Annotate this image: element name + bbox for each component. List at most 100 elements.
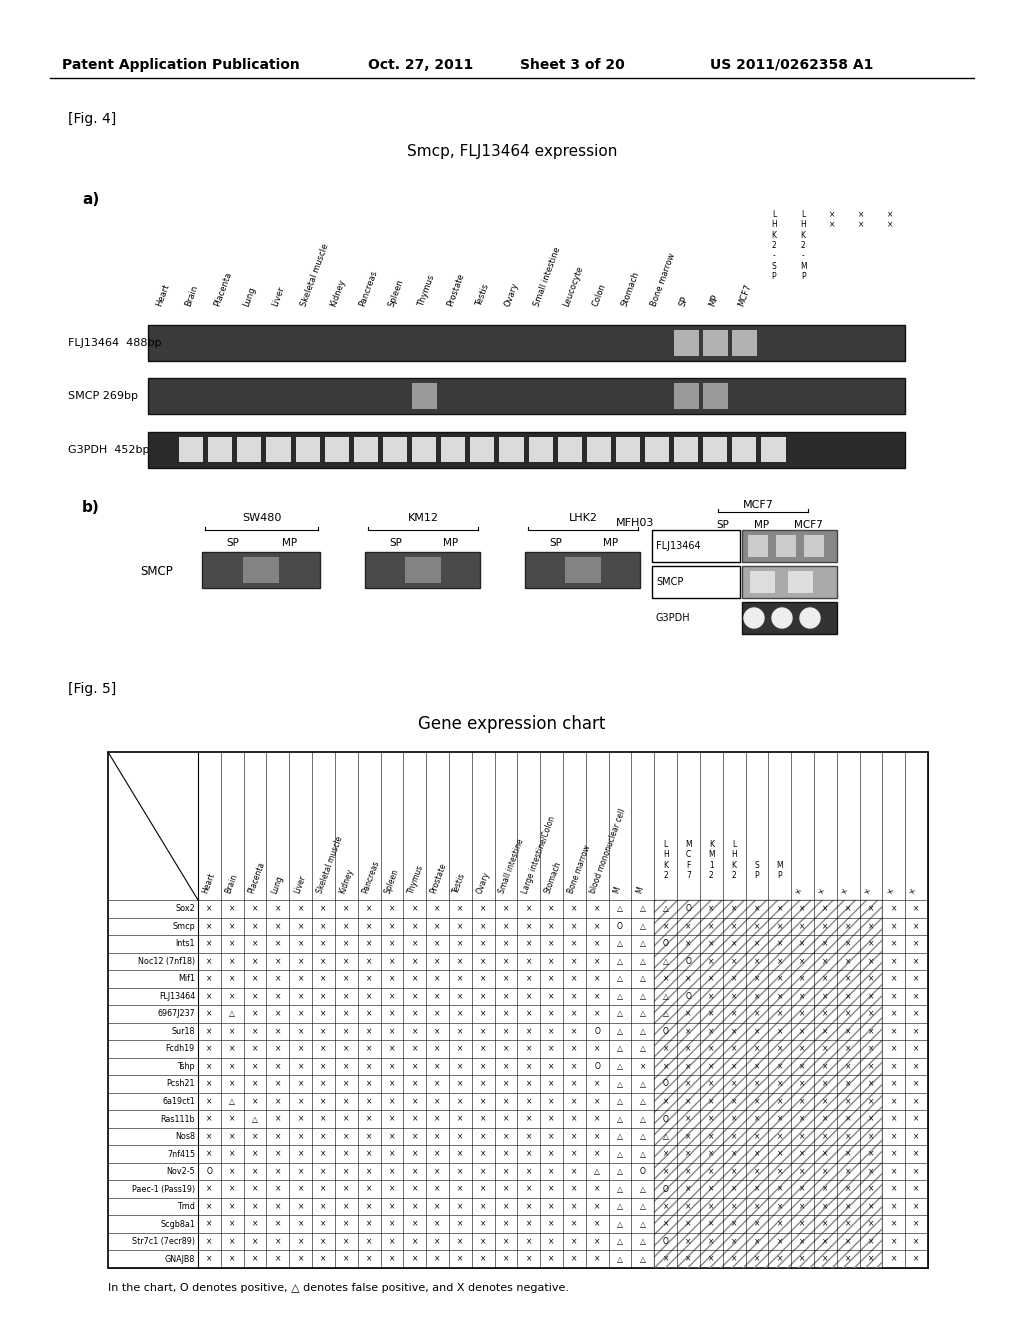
Text: ×: × <box>800 940 806 948</box>
Text: ×: × <box>822 1080 828 1089</box>
Text: M: M <box>611 886 623 895</box>
Text: ×: × <box>800 921 806 931</box>
Text: △: △ <box>617 1150 623 1159</box>
Text: ×: × <box>571 1220 578 1229</box>
Text: ×: × <box>343 1184 349 1193</box>
Text: ×: × <box>297 1237 304 1246</box>
Text: ×: × <box>822 1220 828 1229</box>
Text: △: △ <box>663 1010 669 1019</box>
Text: ×: × <box>525 1010 532 1019</box>
Text: ×: × <box>274 991 281 1001</box>
Text: ×: × <box>891 1203 897 1212</box>
Text: ×: × <box>525 1255 532 1263</box>
Text: ×: × <box>366 1080 373 1089</box>
Text: ×: × <box>480 1150 486 1159</box>
Text: ×: × <box>503 974 509 983</box>
Text: △: △ <box>617 1220 623 1229</box>
Text: ×: × <box>206 921 213 931</box>
Text: blood mononuclear cell: blood mononuclear cell <box>589 808 628 895</box>
Text: ×: × <box>685 921 691 931</box>
Text: △: △ <box>663 957 669 966</box>
Text: ×: × <box>206 1150 213 1159</box>
Bar <box>564 557 600 583</box>
Text: ×: × <box>800 1080 806 1089</box>
Text: ×: × <box>708 1133 715 1140</box>
Text: ×: × <box>503 940 509 948</box>
Text: ×: × <box>822 1063 828 1071</box>
Text: ×: × <box>800 1167 806 1176</box>
Text: ×: × <box>343 1220 349 1229</box>
Text: ×: × <box>913 1063 920 1071</box>
Text: L
H
K
2
-
M
P: L H K 2 - M P <box>800 210 807 281</box>
Text: △: △ <box>640 1114 646 1123</box>
Text: ×: × <box>252 940 258 948</box>
Text: ×: × <box>913 904 920 913</box>
Text: ×: × <box>503 1044 509 1053</box>
Text: ×: × <box>412 1063 418 1071</box>
Text: ×: × <box>343 974 349 983</box>
Text: ×: × <box>274 1114 281 1123</box>
Text: ×: × <box>480 1044 486 1053</box>
Text: ×: × <box>412 904 418 913</box>
Text: ×: × <box>571 991 578 1001</box>
Text: ×: × <box>366 1097 373 1106</box>
Text: ×: × <box>412 940 418 948</box>
Text: ×: × <box>412 974 418 983</box>
Text: Patent Application Publication: Patent Application Publication <box>62 58 300 73</box>
Text: O: O <box>617 921 623 931</box>
Bar <box>528 437 553 462</box>
Text: ×: × <box>321 1237 327 1246</box>
Text: ×: × <box>480 921 486 931</box>
Text: ×: × <box>274 957 281 966</box>
Text: ×: × <box>457 1044 464 1053</box>
Text: △: △ <box>617 1010 623 1019</box>
Text: ×: × <box>412 1044 418 1053</box>
Text: ×: × <box>776 940 783 948</box>
Text: ×: × <box>206 1027 213 1036</box>
Text: ×: × <box>412 1220 418 1229</box>
Text: MP: MP <box>708 293 720 308</box>
Text: ×: × <box>503 1114 509 1123</box>
Text: ×: × <box>913 1133 920 1140</box>
Bar <box>404 557 440 583</box>
Text: ×: × <box>229 974 236 983</box>
Text: ×: × <box>480 1080 486 1089</box>
Text: ×: × <box>457 1114 464 1123</box>
Text: ×: × <box>525 957 532 966</box>
Text: ×: × <box>571 1133 578 1140</box>
Text: △: △ <box>640 1080 646 1089</box>
Text: ×: × <box>503 1184 509 1193</box>
Text: ×: × <box>206 991 213 1001</box>
Text: ×: × <box>794 886 805 895</box>
Text: ×
×: × × <box>858 210 864 230</box>
Text: ×: × <box>891 1080 897 1089</box>
Text: ×: × <box>731 1044 737 1053</box>
Text: ×: × <box>206 1220 213 1229</box>
Text: ×: × <box>708 1063 715 1071</box>
Text: ×: × <box>867 1255 874 1263</box>
Text: ×: × <box>480 1027 486 1036</box>
Bar <box>179 437 203 462</box>
Text: ×: × <box>343 1133 349 1140</box>
Text: ×: × <box>274 1010 281 1019</box>
Text: Bone marrow: Bone marrow <box>566 843 592 895</box>
Text: ×: × <box>434 1237 440 1246</box>
Text: ×: × <box>434 1010 440 1019</box>
Text: L
H
K
2: L H K 2 <box>663 840 669 880</box>
Text: Ras111b: Ras111b <box>161 1114 195 1123</box>
Text: ×: × <box>389 1080 395 1089</box>
Text: ×: × <box>297 1114 304 1123</box>
Text: ×: × <box>434 991 440 1001</box>
Text: ×: × <box>891 991 897 1001</box>
Text: ×: × <box>434 1184 440 1193</box>
Text: ×: × <box>343 1150 349 1159</box>
Text: △: △ <box>617 904 623 913</box>
Text: ×: × <box>274 921 281 931</box>
Text: O: O <box>663 1184 669 1193</box>
Text: ×: × <box>525 921 532 931</box>
Text: ×: × <box>891 1010 897 1019</box>
Text: △: △ <box>229 1097 236 1106</box>
Text: ×: × <box>525 1203 532 1212</box>
Text: ×: × <box>503 921 509 931</box>
Text: ×: × <box>862 886 873 895</box>
